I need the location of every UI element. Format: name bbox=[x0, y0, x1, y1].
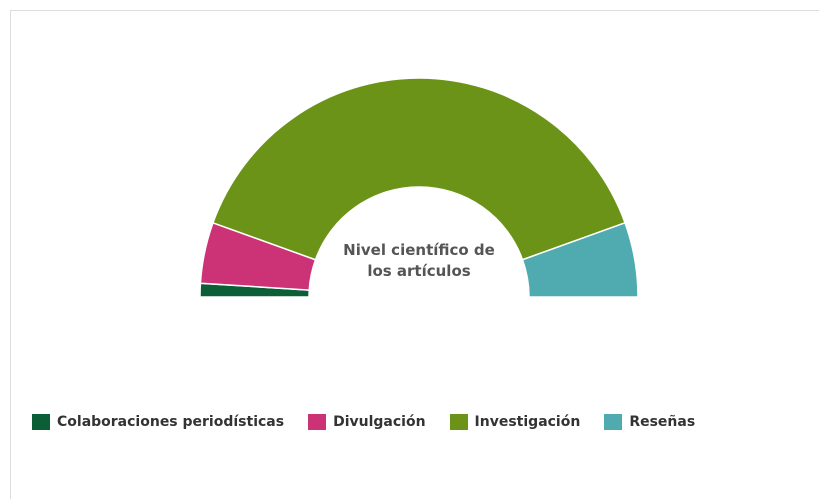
legend-item[interactable]: Reseñas bbox=[604, 414, 695, 430]
legend-swatch bbox=[308, 414, 327, 430]
chart-title: Nivel científico de los artículos bbox=[343, 241, 495, 280]
legend-item[interactable]: Investigación bbox=[449, 414, 581, 430]
legend-label: Investigación bbox=[474, 414, 581, 430]
legend: Colaboraciones periodísticas Divulgación I… bbox=[32, 414, 695, 430]
frame bbox=[10, 10, 819, 499]
legend-item[interactable]: Divulgación bbox=[308, 414, 426, 430]
slice bbox=[521, 221, 639, 298]
legend-label: Colaboraciones periodísticas bbox=[57, 414, 285, 430]
legend-swatch bbox=[604, 414, 623, 430]
legend-swatch bbox=[32, 414, 50, 430]
legend-swatch bbox=[449, 414, 468, 430]
legend-label: Divulgación bbox=[333, 414, 426, 430]
legend-item[interactable]: Colaboraciones periodísticas bbox=[32, 414, 284, 430]
slice bbox=[211, 77, 627, 261]
legend-label: Reseñas bbox=[629, 414, 696, 430]
